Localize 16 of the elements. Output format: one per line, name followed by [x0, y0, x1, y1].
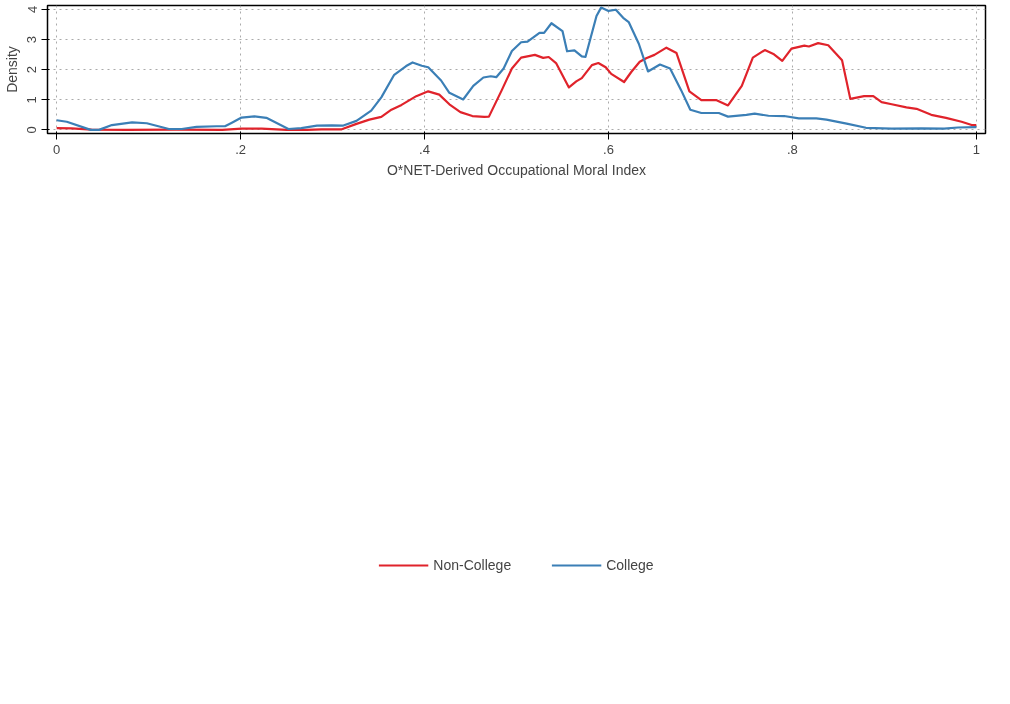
x-tick-label: .6	[603, 141, 614, 157]
y-tick-label: 3	[24, 35, 40, 44]
x-tick-label: 1	[972, 141, 980, 157]
x-tick-label: .4	[419, 141, 430, 157]
line-series	[55, 42, 978, 131]
y-tick-label: 0	[24, 126, 40, 134]
x-axis-title: O*NET-Derived Occupational Moral Index	[386, 161, 647, 178]
y-tick-label: 1	[24, 96, 40, 104]
legend-label: Non-College	[433, 557, 512, 573]
x-tick-label: .2	[235, 141, 247, 157]
y-tick-label: 2	[24, 66, 40, 74]
y-axis-title: Density	[3, 46, 20, 93]
x-tick-label: .8	[786, 141, 798, 157]
y-tick-label: 4	[24, 5, 40, 14]
legend-label: College	[606, 557, 654, 573]
x-tick-label: 0	[53, 141, 61, 157]
